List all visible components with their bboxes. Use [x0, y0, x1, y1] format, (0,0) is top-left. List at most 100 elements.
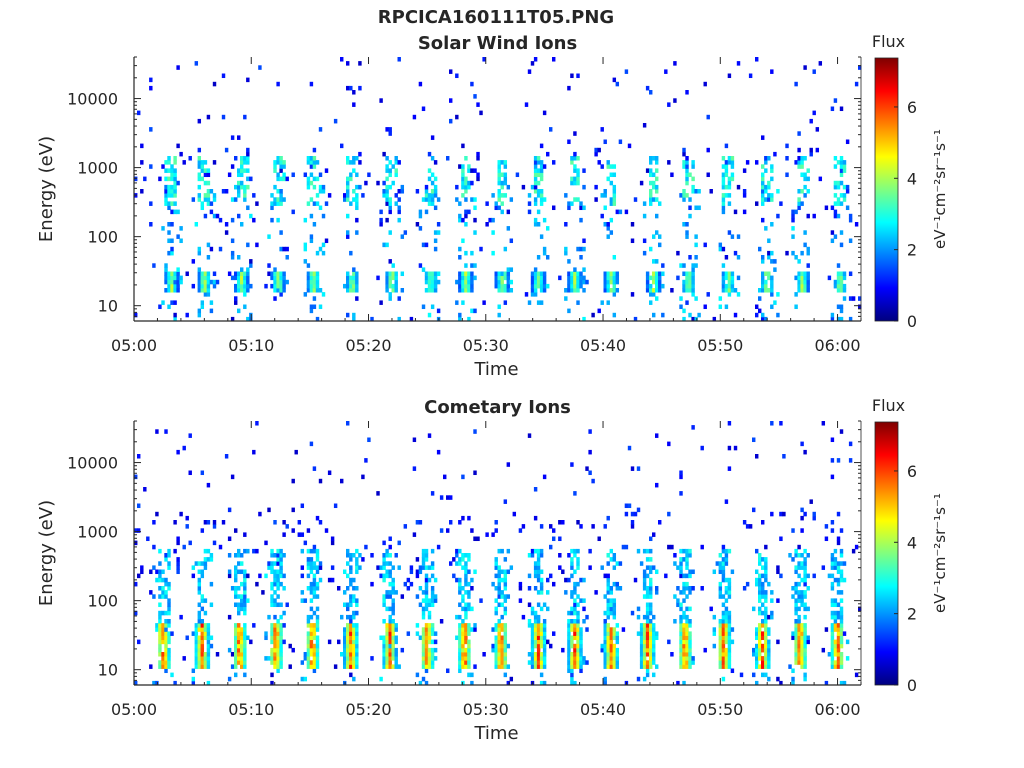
heatmap-cell	[197, 193, 202, 198]
heatmap-cell	[667, 102, 671, 107]
heatmap-cell	[349, 619, 353, 624]
heatmap-cell	[536, 652, 541, 657]
heatmap-cell	[770, 598, 774, 603]
heatmap-cell	[191, 283, 196, 289]
heatmap-cell	[533, 189, 538, 194]
heatmap-cell	[309, 275, 314, 281]
heatmap-cell	[243, 647, 247, 653]
heatmap-cell	[394, 656, 398, 661]
heatmap-cell	[355, 643, 359, 649]
heatmap-cell	[309, 647, 314, 653]
heatmap-cell	[797, 631, 801, 636]
heatmap-cell	[658, 279, 662, 285]
heatmap-cell	[385, 197, 389, 202]
heatmap-cell	[767, 631, 771, 636]
heatmap-cell	[691, 660, 695, 665]
heatmap-cell	[388, 160, 392, 165]
heatmap-cell	[430, 283, 435, 289]
heatmap-cell	[658, 234, 662, 239]
heatmap-cell	[273, 635, 277, 641]
heatmap-cell	[246, 548, 250, 554]
heatmap-cell	[518, 586, 523, 591]
heatmap-cell	[349, 275, 353, 281]
heatmap-cell	[649, 193, 653, 198]
heatmap-cell	[830, 602, 835, 608]
heatmap-cell	[427, 201, 432, 206]
heatmap-cell	[533, 660, 538, 665]
heatmap-cell	[854, 222, 859, 227]
heatmap-cell	[806, 279, 810, 285]
heatmap-cell	[467, 184, 471, 190]
heatmap-cell	[346, 647, 350, 653]
heatmap-cell	[237, 643, 241, 649]
heatmap-cell	[579, 246, 583, 252]
heatmap-cell	[312, 201, 317, 206]
heatmap-cell	[721, 271, 726, 277]
heatmap-cell	[806, 213, 810, 219]
heatmap-cell	[530, 275, 535, 281]
heatmap-cell	[724, 623, 729, 628]
heatmap-cell	[761, 660, 765, 665]
heatmap-cell	[509, 288, 514, 293]
heatmap-cell	[249, 263, 253, 268]
heatmap-cell	[427, 631, 432, 636]
heatmap-cell	[424, 660, 429, 665]
heatmap-cell	[536, 300, 541, 305]
heatmap-cell	[197, 288, 202, 293]
heatmap-cell	[388, 619, 392, 624]
heatmap-cell	[164, 553, 168, 558]
heatmap-cell	[755, 635, 759, 641]
heatmap-cell	[176, 540, 180, 546]
heatmap-cell	[424, 639, 429, 645]
heatmap-cell	[197, 164, 202, 169]
heatmap-cell	[276, 594, 280, 599]
heatmap-cell	[243, 189, 247, 194]
heatmap-cell	[394, 664, 398, 669]
heatmap-cell	[321, 213, 326, 219]
heatmap-cell	[791, 234, 795, 239]
heatmap-cell	[836, 647, 841, 653]
heatmap-cell	[173, 209, 177, 215]
heatmap-cell	[645, 652, 650, 657]
heatmap-cell	[579, 631, 583, 636]
heatmap-cell	[461, 639, 465, 645]
heatmap-cell	[164, 668, 168, 674]
heatmap-cell	[761, 201, 765, 206]
heatmap-cell	[176, 536, 180, 542]
heatmap-cell	[352, 168, 356, 173]
heatmap-cell	[539, 586, 544, 591]
heatmap-cell	[200, 643, 205, 649]
heatmap-cell	[394, 635, 398, 641]
heatmap-cell	[576, 639, 580, 645]
heatmap-cell	[391, 606, 395, 612]
heatmap-cell	[582, 275, 586, 281]
heatmap-cell	[588, 429, 592, 434]
heatmap-cell	[276, 548, 280, 554]
heatmap-cell	[612, 664, 617, 669]
heatmap-cell	[688, 643, 692, 649]
heatmap-cell	[279, 246, 283, 252]
heatmap-cell	[473, 275, 477, 281]
heatmap-cell	[224, 222, 229, 227]
heatmap-cell	[467, 623, 471, 628]
heatmap-cell	[464, 569, 468, 575]
heatmap-cell	[649, 557, 653, 562]
heatmap-cell	[494, 205, 498, 211]
heatmap-cell	[424, 209, 429, 215]
heatmap-cell	[791, 680, 795, 686]
heatmap-cell	[349, 623, 353, 628]
heatmap-cell	[167, 548, 171, 554]
heatmap-cell	[252, 623, 256, 628]
heatmap-cell	[567, 619, 571, 624]
heatmap-cell	[506, 664, 511, 669]
heatmap-cell	[818, 176, 823, 182]
heatmap-cell	[303, 172, 308, 178]
heatmap-cell	[497, 635, 501, 641]
heatmap-cell	[776, 292, 780, 297]
heatmap-cell	[279, 581, 283, 587]
heatmap-cell	[688, 652, 692, 657]
heatmap-cell	[685, 168, 689, 173]
heatmap-cell	[609, 631, 614, 636]
heatmap-cell	[137, 528, 141, 533]
